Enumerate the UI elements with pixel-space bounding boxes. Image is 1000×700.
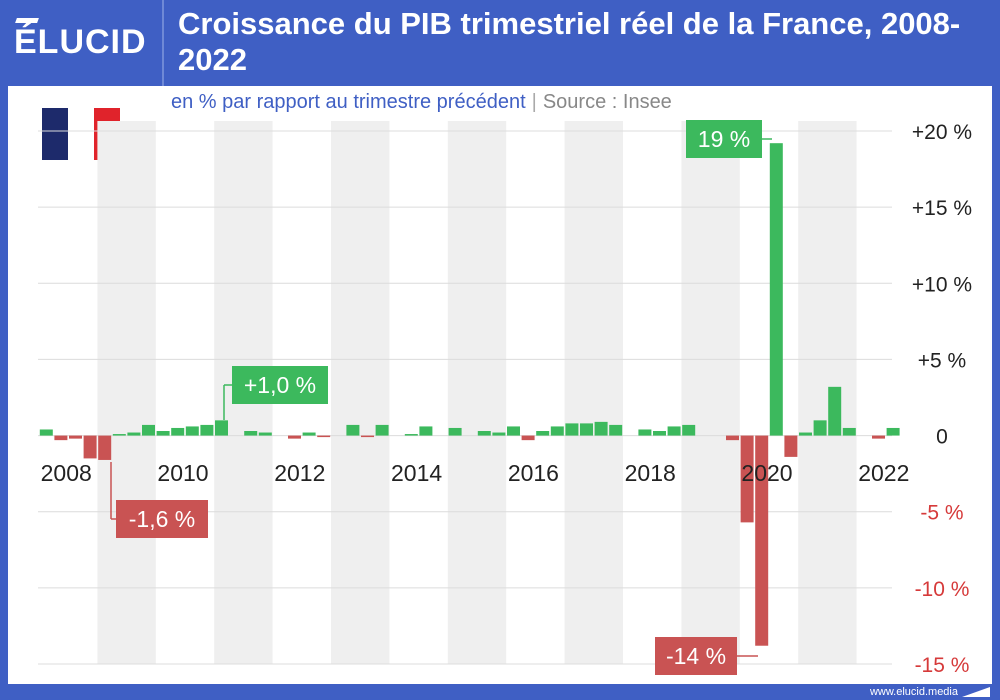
bar xyxy=(477,431,491,436)
y-tick-label: -15 % xyxy=(915,654,970,677)
y-tick-label: 0 xyxy=(936,426,948,449)
bar xyxy=(156,431,170,436)
bar xyxy=(565,423,579,436)
bar xyxy=(828,386,842,436)
flag-white-stripe xyxy=(68,108,94,160)
bar xyxy=(872,435,885,439)
bar xyxy=(258,432,272,436)
annotation-box xyxy=(116,500,208,538)
bar xyxy=(492,432,506,436)
bar xyxy=(769,143,783,436)
bar xyxy=(317,435,331,438)
bar xyxy=(302,432,316,436)
year-band xyxy=(564,121,623,664)
bar xyxy=(361,435,374,438)
bar xyxy=(682,424,696,436)
source-label: Source : Insee xyxy=(542,91,672,113)
logo-text: ÉLUCID xyxy=(14,23,147,61)
bar xyxy=(244,431,258,436)
bar xyxy=(799,432,812,436)
annotation-box xyxy=(232,366,328,404)
bar xyxy=(83,435,97,459)
bar xyxy=(536,431,550,436)
x-tick-label: 2014 xyxy=(391,460,442,486)
bar xyxy=(886,427,900,436)
bar xyxy=(69,435,82,439)
annotation-label: -14 % xyxy=(666,643,726,669)
elucid-mark-icon xyxy=(962,687,990,697)
bar xyxy=(609,424,623,436)
bar xyxy=(667,426,681,436)
flag-blue-stripe xyxy=(42,108,68,160)
subtitle-text: en % par rapport au trimestre précédent xyxy=(171,91,526,113)
bar xyxy=(142,424,155,436)
annotation-label: 19 % xyxy=(698,126,750,152)
bar xyxy=(98,435,112,460)
bar xyxy=(127,432,141,436)
bar xyxy=(842,427,856,436)
year-band xyxy=(331,121,390,664)
bar xyxy=(375,424,389,436)
x-tick-label: 2016 xyxy=(508,460,559,486)
header-divider xyxy=(162,0,164,86)
bar xyxy=(39,429,53,436)
y-tick-label: +10 % xyxy=(912,273,972,296)
bar xyxy=(112,434,126,436)
bar xyxy=(638,429,652,436)
bar xyxy=(54,435,68,441)
bar xyxy=(288,435,301,439)
y-tick-label: +20 % xyxy=(912,121,972,144)
bar xyxy=(171,427,185,436)
bar xyxy=(419,426,433,436)
bar xyxy=(346,424,360,436)
x-tick-label: 2010 xyxy=(157,460,208,486)
footer-url[interactable]: www.elucid.media xyxy=(869,686,958,698)
elucid-logo[interactable]: ÉLUCID xyxy=(14,18,154,61)
y-tick-label: -5 % xyxy=(920,502,963,525)
y-tick-label: +15 % xyxy=(912,197,972,220)
bar xyxy=(215,420,228,436)
x-tick-label: 2012 xyxy=(274,460,325,486)
bar xyxy=(755,435,769,646)
bar xyxy=(550,426,564,436)
chart-subtitle: en % par rapport au trimestre précédent |… xyxy=(171,90,672,114)
bar xyxy=(185,426,199,436)
bar xyxy=(594,421,608,436)
header: ÉLUCID Croissance du PIB trimestriel rée… xyxy=(0,0,1000,86)
annotation-label: +1,0 % xyxy=(244,372,316,398)
x-tick-label: 2018 xyxy=(625,460,676,486)
bar xyxy=(813,420,827,436)
bar xyxy=(404,434,418,436)
subtitle-separator: | xyxy=(531,91,537,113)
bar xyxy=(580,423,593,436)
bar xyxy=(784,435,798,457)
x-tick-label: 2022 xyxy=(858,460,909,486)
annotation-box xyxy=(655,637,737,675)
bar xyxy=(521,435,535,441)
year-band xyxy=(681,121,740,664)
bar xyxy=(726,435,739,441)
year-band xyxy=(447,121,507,664)
chart-title: Croissance du PIB trimestriel réel de la… xyxy=(178,6,961,77)
x-tick-label: 2020 xyxy=(741,460,792,486)
bar xyxy=(200,424,214,436)
bar xyxy=(448,427,462,436)
x-tick-label: 2008 xyxy=(41,460,92,486)
annotation-label: -1,6 % xyxy=(129,506,195,532)
year-band xyxy=(97,121,156,664)
year-band xyxy=(798,121,857,664)
y-tick-label: +5 % xyxy=(918,349,966,372)
bar xyxy=(507,426,520,436)
bar xyxy=(740,435,754,523)
y-tick-label: -10 % xyxy=(915,578,970,601)
annotation-box xyxy=(686,120,762,158)
bar xyxy=(653,431,666,436)
